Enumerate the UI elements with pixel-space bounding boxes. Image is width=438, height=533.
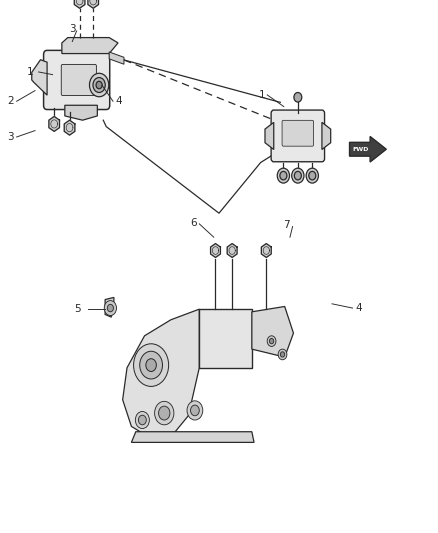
Text: 6: 6 [190, 218, 197, 228]
FancyBboxPatch shape [61, 64, 96, 95]
Polygon shape [62, 37, 118, 54]
Text: FWD: FWD [353, 147, 369, 152]
Circle shape [93, 77, 105, 93]
Circle shape [280, 172, 287, 180]
Circle shape [280, 352, 285, 357]
Circle shape [269, 338, 274, 344]
Polygon shape [211, 244, 220, 257]
Text: 3: 3 [69, 25, 76, 34]
Polygon shape [227, 244, 237, 257]
Circle shape [191, 405, 199, 416]
FancyBboxPatch shape [282, 120, 314, 146]
Polygon shape [322, 123, 331, 149]
Circle shape [89, 73, 109, 96]
Polygon shape [32, 60, 47, 95]
Circle shape [107, 304, 113, 312]
Polygon shape [131, 432, 254, 442]
Text: 3: 3 [7, 132, 14, 142]
Polygon shape [261, 244, 271, 257]
Circle shape [306, 168, 318, 183]
Circle shape [278, 349, 287, 360]
Polygon shape [265, 123, 274, 149]
Circle shape [140, 351, 162, 379]
Polygon shape [252, 306, 293, 357]
Circle shape [294, 172, 301, 180]
Circle shape [294, 92, 302, 102]
Polygon shape [88, 0, 99, 8]
Polygon shape [74, 0, 85, 8]
Text: 4: 4 [356, 303, 363, 313]
Circle shape [138, 415, 146, 425]
Text: 4: 4 [115, 96, 122, 106]
Polygon shape [109, 52, 124, 64]
Circle shape [104, 301, 117, 316]
Text: 1: 1 [26, 67, 33, 77]
Text: 5: 5 [74, 304, 81, 314]
Circle shape [146, 359, 156, 372]
Bar [199, 309, 252, 368]
Polygon shape [105, 297, 114, 317]
Circle shape [135, 411, 149, 429]
Polygon shape [123, 309, 199, 437]
Circle shape [187, 401, 203, 420]
Circle shape [267, 336, 276, 346]
Circle shape [277, 168, 290, 183]
Circle shape [96, 81, 102, 88]
Polygon shape [65, 106, 97, 120]
Text: 1: 1 [258, 90, 265, 100]
Polygon shape [49, 117, 60, 132]
Circle shape [134, 344, 169, 386]
FancyBboxPatch shape [43, 51, 110, 110]
Circle shape [292, 168, 304, 183]
Circle shape [155, 401, 174, 425]
Text: 7: 7 [283, 220, 290, 230]
Circle shape [159, 406, 170, 420]
FancyBboxPatch shape [271, 110, 325, 162]
Polygon shape [64, 120, 75, 135]
Circle shape [309, 172, 316, 180]
Text: 2: 2 [7, 96, 14, 106]
Polygon shape [350, 136, 386, 162]
